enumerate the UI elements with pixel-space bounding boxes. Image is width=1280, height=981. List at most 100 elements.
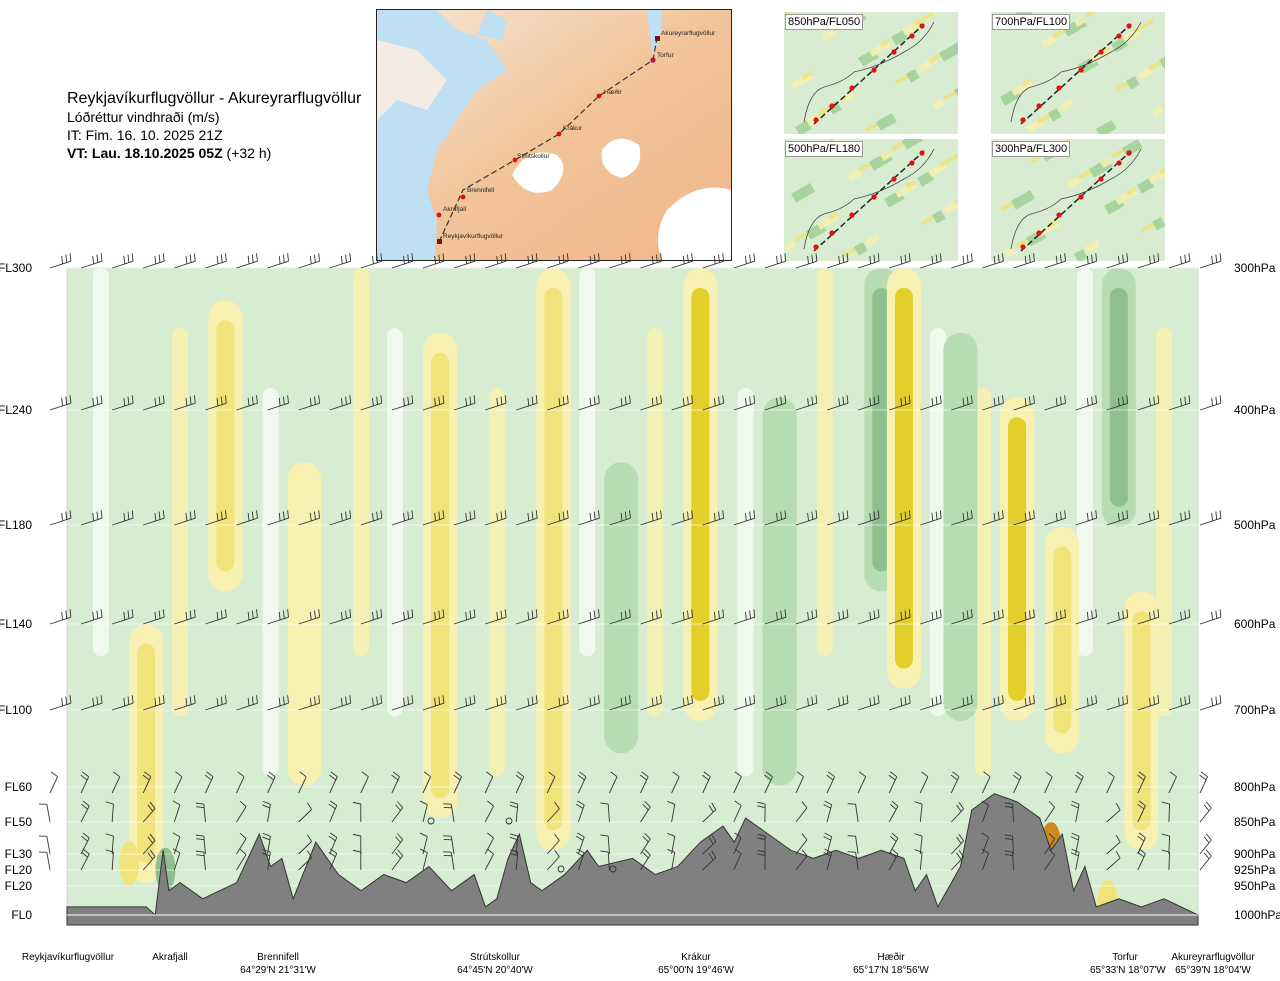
flight-level-tick: FL20 xyxy=(4,863,32,877)
wind-barb xyxy=(1013,609,1035,625)
wind-barb xyxy=(857,395,880,411)
wind-barb xyxy=(205,609,227,625)
wind-barb xyxy=(1106,850,1121,871)
flight-level-tick: FL100 xyxy=(0,703,32,717)
mini-map-field xyxy=(943,201,958,215)
mini-map-waypoint xyxy=(1056,212,1062,218)
wind-barb xyxy=(671,510,693,526)
mini-map-waypoint xyxy=(1036,103,1042,109)
wind-barb xyxy=(484,695,507,711)
wind-barb xyxy=(920,695,942,711)
wind-barb xyxy=(174,510,196,526)
mini-map-waypoint xyxy=(1078,67,1084,73)
wind-barb xyxy=(1199,771,1209,794)
mini-map-waypoint xyxy=(813,244,819,250)
wind-barb xyxy=(1106,834,1121,855)
wind-barb xyxy=(1137,695,1160,711)
wind-barb xyxy=(80,832,90,855)
wind-barb xyxy=(702,253,725,269)
wind-barb xyxy=(914,849,923,871)
wind-barb xyxy=(1004,834,1014,855)
mini-map-field xyxy=(1085,12,1100,18)
wind-barb xyxy=(391,510,414,526)
glacier-2 xyxy=(601,138,641,178)
wind-barb xyxy=(1161,833,1170,855)
wind-barb xyxy=(236,848,247,871)
wind-barbs xyxy=(38,253,1222,873)
mini-map-waypoint xyxy=(1126,23,1132,29)
wind-barb xyxy=(826,695,849,711)
wind-barb xyxy=(1137,771,1146,794)
location-label: Akrafjall xyxy=(110,951,230,964)
wind-barb xyxy=(702,834,717,855)
mini-map-300-label: 300hPa/FL300 xyxy=(992,141,1071,157)
mini-map-field xyxy=(1133,19,1155,34)
wind-barb xyxy=(328,832,338,855)
wind-barb xyxy=(328,848,338,871)
wind-barb xyxy=(609,695,631,711)
wind-barb xyxy=(267,395,289,411)
wind-barb xyxy=(112,395,134,411)
wind-barb xyxy=(888,800,899,823)
mini-map-field xyxy=(906,180,917,189)
waypoint-torfur xyxy=(650,57,656,63)
wind-barb xyxy=(298,802,312,823)
mini-map-field xyxy=(847,169,863,183)
wind-barb xyxy=(609,771,618,794)
mini-map-850-svg xyxy=(784,12,958,134)
wind-barb xyxy=(236,510,258,526)
wind-barb xyxy=(667,848,676,871)
wind-barb xyxy=(360,695,383,711)
wind-barb xyxy=(105,801,114,823)
wind-band xyxy=(137,643,156,863)
mini-map-waypoint xyxy=(1056,85,1062,91)
pressure-level-tick: 300hPa xyxy=(1234,261,1276,275)
wind-barb xyxy=(575,848,585,871)
wind-band xyxy=(1109,288,1128,507)
mini-map-field xyxy=(795,231,810,242)
location-coords: 65°39'N 18°04'W xyxy=(1175,965,1251,976)
wind-barb xyxy=(1044,510,1066,526)
calm-wind-marker xyxy=(557,865,565,873)
wind-barb xyxy=(453,395,476,411)
mini-map-field xyxy=(1030,155,1041,164)
mini-map-route xyxy=(1020,23,1132,125)
wind-barb xyxy=(1075,253,1098,269)
wind-barb xyxy=(328,800,338,823)
flight-level-tick: FL60 xyxy=(4,780,32,794)
wind-band xyxy=(544,288,563,831)
wind-barb xyxy=(143,609,165,625)
wind-barb xyxy=(795,849,808,871)
wind-band-background xyxy=(737,388,754,777)
mini-map-field xyxy=(839,92,855,106)
wind-barb xyxy=(1044,833,1056,855)
wind-barb xyxy=(1199,849,1212,871)
wind-barb xyxy=(516,253,538,269)
wind-barb xyxy=(795,801,808,823)
wind-barb xyxy=(757,833,766,855)
flight-level-tick: FL0 xyxy=(11,908,32,922)
wind-barb xyxy=(889,695,911,711)
wind-barb xyxy=(484,609,507,625)
wind-barb xyxy=(795,395,818,411)
map-label-reykjavikurflugvollur: Reykjavíkurflugvöllur xyxy=(443,233,504,240)
wind-barb xyxy=(236,695,258,711)
wind-barb xyxy=(981,800,990,823)
wind-barb xyxy=(914,801,923,823)
mini-map-waypoint xyxy=(909,160,915,166)
wind-barb xyxy=(443,803,455,823)
wind-barb xyxy=(174,253,196,269)
wind-barb xyxy=(671,395,693,411)
wind-barb xyxy=(764,253,787,269)
wind-barb xyxy=(484,848,494,871)
wind-band-background xyxy=(386,328,403,717)
calm-wind-marker xyxy=(427,817,435,825)
wind-barb xyxy=(419,800,428,823)
terrain-shape xyxy=(66,793,1199,926)
wind-barb xyxy=(391,609,414,625)
wind-barb xyxy=(671,771,680,794)
mini-map-field xyxy=(865,122,880,133)
wind-barb xyxy=(391,849,404,871)
mini-map-700-svg xyxy=(991,12,1165,134)
wind-barb xyxy=(391,695,414,711)
